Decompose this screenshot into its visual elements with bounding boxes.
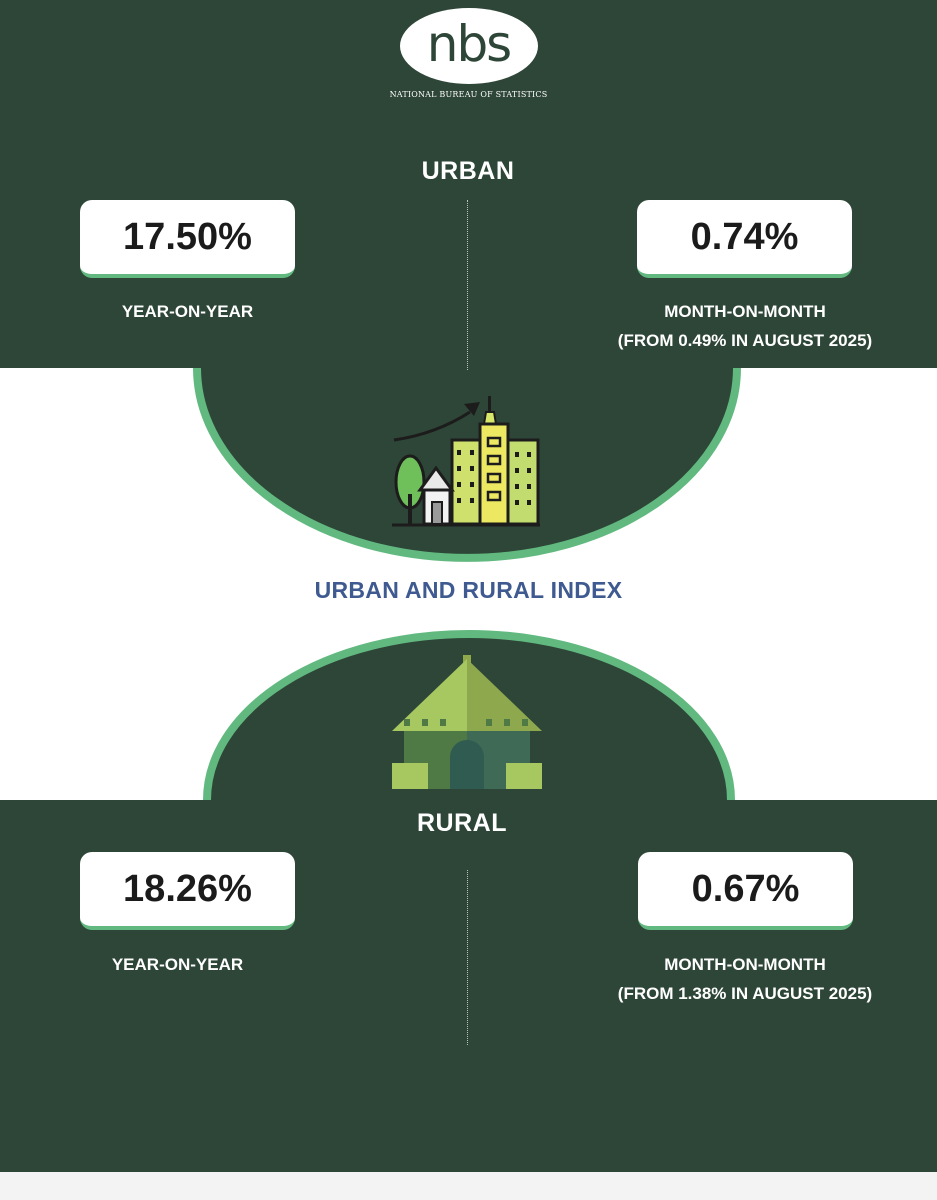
city-growth-icon	[392, 396, 540, 527]
rural-mom-label: MONTH-ON-MONTH	[664, 955, 826, 974]
rural-yoy-value: 18.26%	[80, 852, 295, 930]
urban-mom-label-group: MONTH-ON-MONTH (FROM 0.49% IN AUGUST 202…	[560, 297, 930, 355]
index-title: URBAN AND RURAL INDEX	[314, 577, 623, 603]
urban-divider	[467, 200, 468, 370]
nbs-logo: nbs	[0, 8, 937, 88]
rural-mom-label-group: MONTH-ON-MONTH (FROM 1.38% IN AUGUST 202…	[560, 950, 930, 1008]
urban-yoy-label: YEAR-ON-YEAR	[121, 302, 254, 321]
rural-title: RURAL	[417, 809, 507, 837]
bottom-strip	[0, 1172, 937, 1200]
logo-mark: nbs	[426, 15, 512, 73]
logo-subtitle: NATIONAL BUREAU OF STATISTICS	[389, 90, 548, 99]
rural-hut-icon	[392, 655, 542, 789]
urban-mom-label: MONTH-ON-MONTH	[664, 302, 826, 321]
rural-mom-note: (FROM 1.38% IN AUGUST 2025)	[617, 984, 873, 1003]
rural-mom-value: 0.67%	[638, 852, 853, 930]
urban-yoy-value: 17.50%	[80, 200, 295, 278]
urban-mom-value: 0.74%	[637, 200, 852, 278]
rural-yoy-label: YEAR-ON-YEAR	[111, 955, 244, 974]
rural-divider	[467, 870, 468, 1045]
urban-mom-note: (FROM 0.49% IN AUGUST 2025)	[617, 331, 873, 350]
logo-oval: nbs	[399, 8, 538, 84]
urban-title: URBAN	[421, 157, 515, 185]
